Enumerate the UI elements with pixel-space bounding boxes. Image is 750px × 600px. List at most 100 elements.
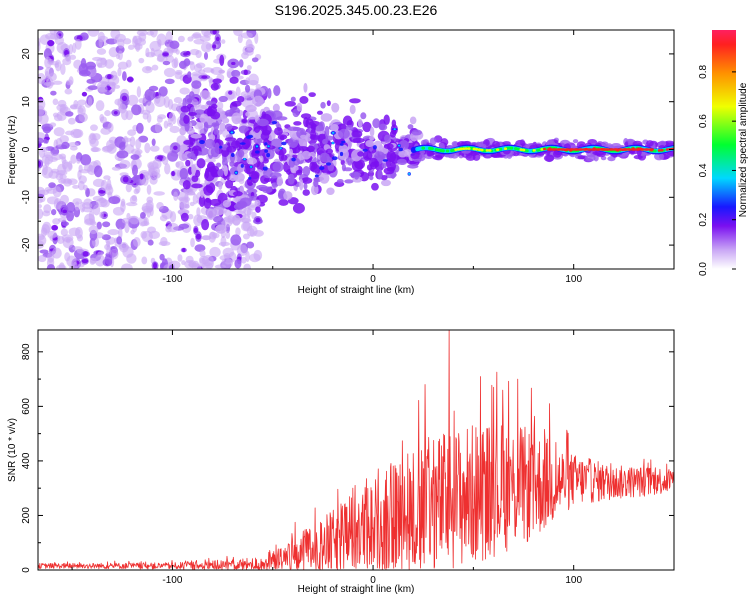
noise-blob	[119, 159, 131, 169]
noise-blob	[38, 255, 47, 263]
transition-blob-blue	[239, 142, 246, 145]
transition-blob	[215, 224, 227, 234]
noise-blob	[168, 112, 176, 122]
noise-blob	[49, 122, 57, 128]
noise-blob	[80, 154, 92, 166]
transition-blob	[338, 128, 350, 139]
noise-blob	[245, 250, 250, 263]
noise-blob-core	[201, 75, 208, 79]
noise-blob	[187, 36, 194, 42]
noise-blob	[55, 172, 64, 181]
transition-blob	[409, 116, 417, 125]
noise-blob	[190, 237, 195, 248]
noise-blob	[42, 210, 51, 217]
transition-blob	[238, 125, 249, 134]
transition-blob	[232, 191, 243, 197]
transition-blob	[185, 159, 191, 167]
transition-blob-blue	[339, 151, 344, 157]
noise-blob	[93, 165, 103, 178]
transition-blob	[287, 137, 299, 148]
noise-blob-core	[62, 209, 67, 214]
signal-peak-red	[626, 148, 633, 151]
signal-peak-red	[551, 148, 558, 151]
transition-blob	[357, 151, 364, 157]
noise-blob	[138, 135, 149, 143]
noise-blob	[61, 234, 74, 242]
noise-blob	[46, 196, 59, 205]
noise-blob	[149, 145, 160, 152]
colorbar-tick-label: 0.8	[698, 64, 709, 78]
noise-blob	[162, 60, 171, 66]
noise-blob	[146, 196, 154, 204]
noise-blob	[38, 208, 44, 220]
signal-core-hot	[532, 149, 536, 152]
noise-blob	[109, 143, 116, 149]
transition-blob	[191, 175, 199, 183]
transition-blob	[320, 113, 333, 122]
noise-blob	[61, 141, 70, 150]
signal-core-hot	[462, 147, 466, 150]
noise-blob	[80, 58, 87, 69]
signal-core-hot	[467, 147, 471, 150]
noise-blob	[235, 86, 241, 97]
noise-blob	[69, 145, 78, 151]
transition-blob-cyan	[397, 144, 401, 147]
y-tick-label: 800	[21, 343, 32, 360]
transition-blob	[218, 182, 223, 190]
noise-blob	[156, 33, 167, 46]
noise-blob-core	[173, 145, 178, 151]
noise-blob	[52, 98, 59, 106]
signal-peak-red	[630, 148, 637, 151]
transition-blob-blue	[264, 142, 268, 146]
colorbar-tick-label: 0.2	[698, 212, 709, 226]
transition-blob	[357, 118, 363, 128]
transition-blob	[272, 103, 280, 113]
noise-blob	[127, 94, 139, 106]
noise-blob-core	[243, 69, 248, 76]
transition-blob	[287, 173, 295, 185]
transition-blob	[206, 100, 213, 106]
noise-blob	[140, 212, 146, 219]
noise-blob	[99, 114, 105, 122]
transition-blob	[397, 158, 407, 165]
signal-peak-red	[586, 148, 593, 151]
noise-blob	[114, 84, 121, 89]
noise-blob	[246, 241, 255, 249]
noise-blob	[195, 49, 202, 59]
transition-blob-blue	[339, 143, 344, 146]
transition-blob	[212, 206, 225, 216]
noise-blob	[77, 263, 85, 268]
noise-blob	[185, 255, 194, 264]
transition-blob	[219, 54, 225, 67]
noise-blob	[72, 184, 80, 189]
transition-blob	[320, 101, 326, 109]
transition-blob	[301, 177, 313, 184]
transition-blob	[360, 112, 367, 120]
noise-blob	[168, 264, 175, 269]
transition-blob-blue	[262, 166, 268, 171]
signal-core-green	[525, 149, 529, 153]
transition-blob	[336, 178, 344, 184]
transition-blob-cyan	[279, 147, 282, 150]
signal-halo	[426, 149, 432, 157]
transition-blob	[228, 90, 233, 95]
transition-blob	[324, 125, 330, 138]
signal-peak-red	[564, 148, 571, 151]
transition-blob	[319, 172, 330, 184]
signal-peak-red	[608, 148, 615, 151]
noise-blob	[125, 202, 138, 207]
transition-blob	[206, 208, 216, 220]
noise-blob	[82, 184, 88, 191]
transition-blob	[349, 98, 361, 104]
colorbar-ticks: 0.0 0.2 0.4 0.6 0.8	[698, 64, 736, 276]
transition-blob	[345, 125, 354, 132]
transition-blob	[214, 142, 220, 151]
noise-blob	[130, 154, 140, 160]
noise-blob	[97, 31, 105, 43]
noise-blob	[205, 43, 212, 50]
transition-blob	[301, 150, 311, 160]
noise-blob	[143, 217, 149, 226]
transition-blob	[198, 195, 206, 207]
transition-blob	[351, 159, 364, 172]
